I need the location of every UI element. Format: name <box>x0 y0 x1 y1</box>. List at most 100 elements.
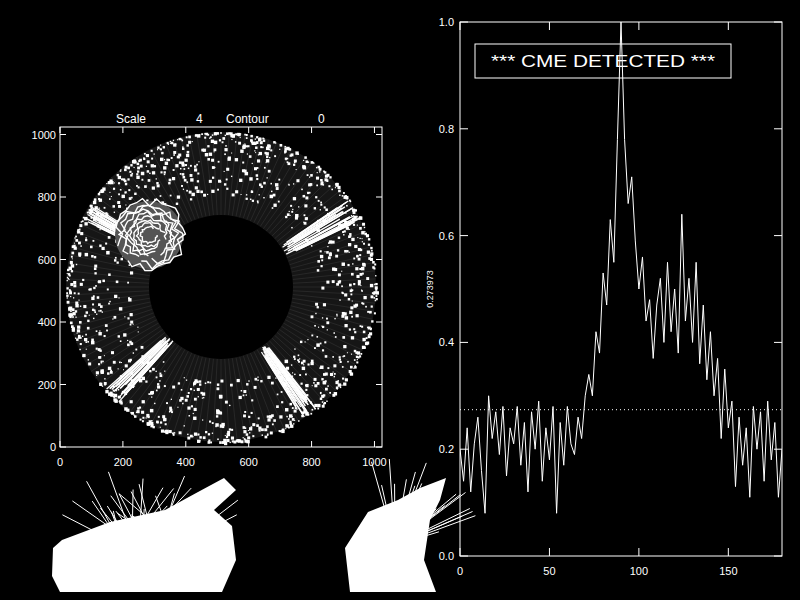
speckle <box>212 433 213 434</box>
x-tick-label: 600 <box>239 456 257 468</box>
texture <box>68 298 150 311</box>
x-tick <box>248 441 249 447</box>
speckle <box>149 370 151 372</box>
speckle <box>348 298 350 300</box>
y-axis-label: 0.273973 <box>425 270 435 308</box>
speckle <box>74 237 75 238</box>
streamer <box>115 344 162 390</box>
speckle <box>98 356 100 358</box>
speckle <box>99 350 101 352</box>
speckle <box>71 264 74 267</box>
speckle <box>341 285 343 287</box>
speckle <box>366 234 369 237</box>
texture <box>66 287 149 288</box>
speckle <box>118 205 121 208</box>
speckle <box>234 134 235 135</box>
speckle <box>211 159 214 162</box>
speckle <box>124 169 127 172</box>
speckle <box>154 165 156 167</box>
speckle <box>316 177 319 180</box>
speckle <box>231 437 234 440</box>
streamer <box>263 347 305 406</box>
speckle <box>94 267 97 270</box>
speckle <box>371 250 373 252</box>
y-tick <box>774 235 782 236</box>
speckle <box>222 137 225 140</box>
polar-blob <box>52 478 236 592</box>
speckle <box>172 386 175 389</box>
speckle <box>351 354 352 355</box>
speckle <box>244 143 245 144</box>
speckle <box>161 152 163 154</box>
speckle <box>230 442 231 443</box>
streamer <box>269 348 306 395</box>
speckle <box>252 435 254 437</box>
speckle <box>305 196 308 199</box>
speckle <box>258 138 261 141</box>
speckle <box>175 164 178 167</box>
speckle <box>125 364 128 367</box>
speckle <box>230 384 233 387</box>
speckle <box>312 409 314 411</box>
speckle <box>329 240 332 243</box>
y-tick <box>376 259 382 260</box>
speckle <box>108 367 111 370</box>
speckle <box>260 146 262 148</box>
speckle <box>356 255 358 257</box>
speckle <box>171 399 172 400</box>
speckle <box>362 263 365 266</box>
speckle <box>217 189 219 191</box>
speckle <box>99 356 102 359</box>
speckle <box>237 379 240 382</box>
speckle <box>303 222 304 223</box>
speckle <box>96 371 99 374</box>
speckle <box>343 234 344 235</box>
speckle <box>204 133 206 135</box>
speckle <box>271 382 274 385</box>
speckle <box>293 164 295 166</box>
speckle <box>358 353 359 354</box>
y-tick <box>60 384 66 385</box>
speckle <box>216 409 219 412</box>
speckle <box>182 403 184 405</box>
speckle <box>199 380 201 382</box>
speckle <box>209 382 211 384</box>
speckle <box>186 190 188 192</box>
speckle <box>102 311 103 312</box>
speckle <box>342 366 344 368</box>
speckle <box>285 408 288 411</box>
speckle <box>273 204 276 207</box>
x-tick <box>248 127 249 133</box>
y-tick <box>60 447 66 448</box>
speckle <box>109 192 110 193</box>
y-tick <box>376 134 382 135</box>
speckle <box>336 283 339 286</box>
speckle <box>183 189 184 190</box>
speckle <box>322 401 324 403</box>
speckle <box>269 157 270 158</box>
speckle <box>150 409 153 412</box>
speckle <box>92 303 94 305</box>
texture <box>293 279 376 283</box>
speckle <box>267 376 270 379</box>
speckle <box>226 168 229 171</box>
speckle <box>67 277 68 278</box>
speckle <box>201 133 203 135</box>
speckle <box>345 195 347 197</box>
speckle <box>209 180 212 183</box>
speckle <box>99 245 101 247</box>
speckle <box>70 322 73 325</box>
y-tick-label: 0.4 <box>439 336 454 348</box>
speckle <box>89 315 90 316</box>
speckle <box>181 389 183 391</box>
speckle <box>371 296 373 298</box>
speckle <box>187 406 190 409</box>
speckle <box>347 352 348 353</box>
speckle <box>96 375 97 376</box>
texture <box>225 132 229 215</box>
speckle <box>177 407 178 408</box>
speckle <box>114 397 115 398</box>
y-tick-label: 1.0 <box>439 16 454 28</box>
speckle <box>163 418 166 421</box>
speckle <box>321 259 323 261</box>
